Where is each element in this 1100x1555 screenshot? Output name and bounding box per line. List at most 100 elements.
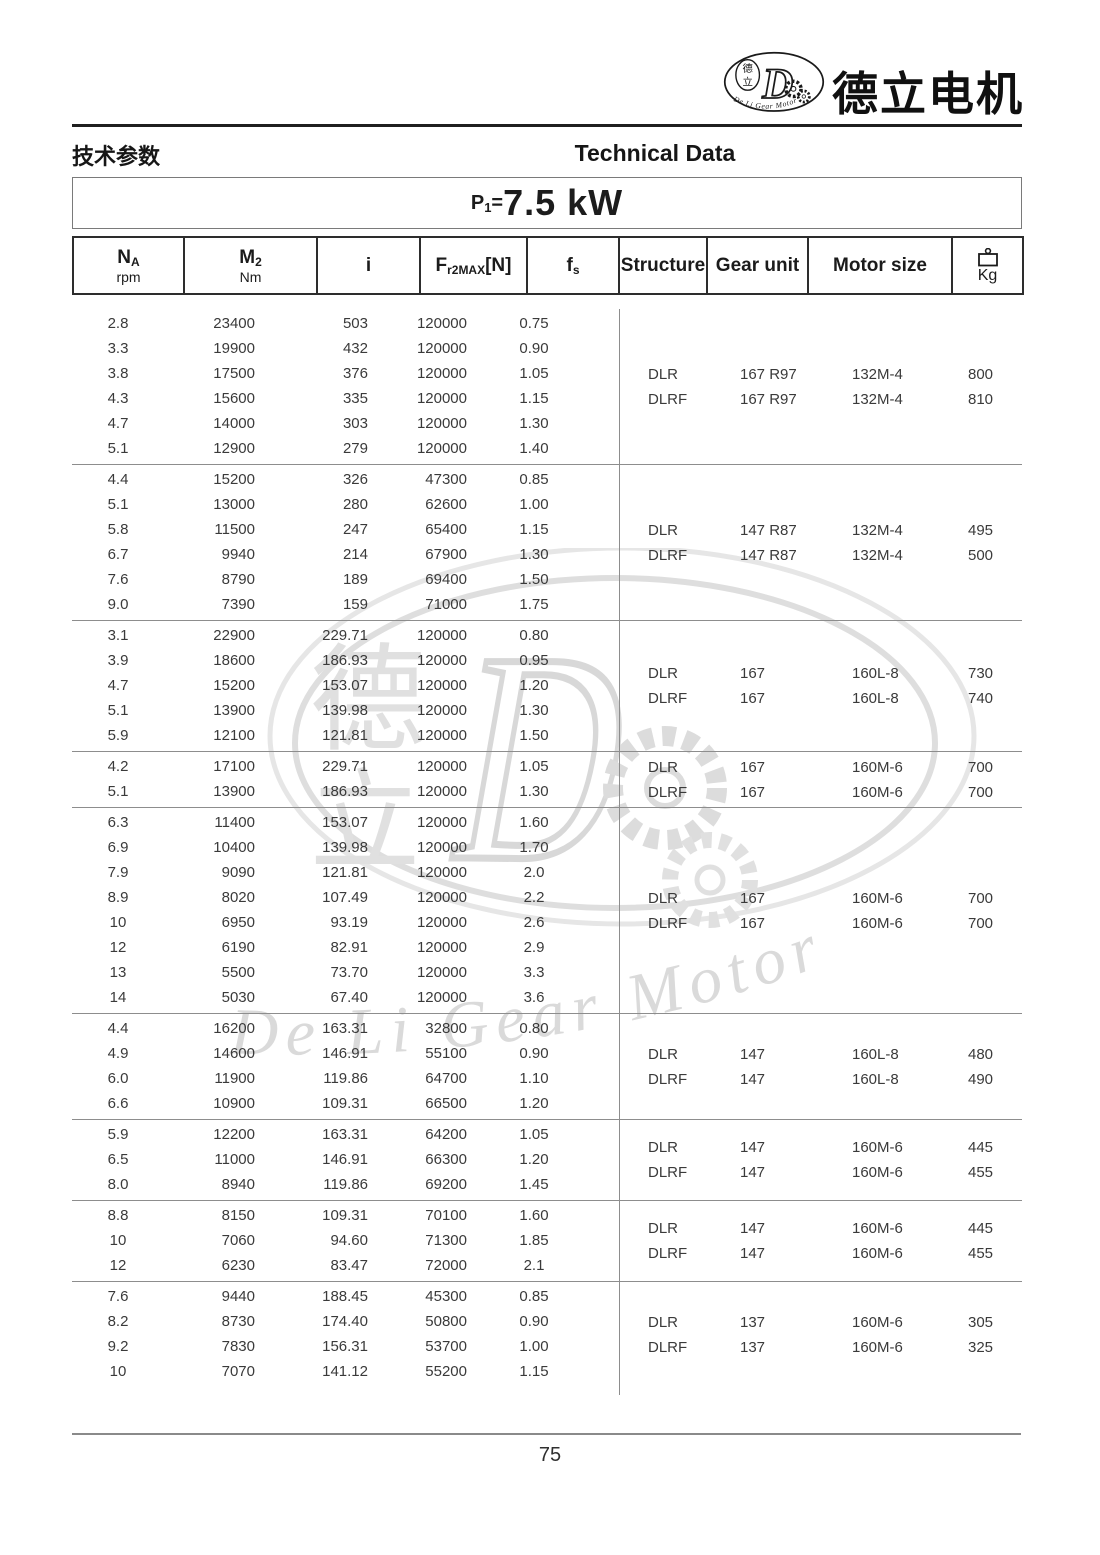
group-info: DLR 147 160M-6 445 DLRF 147 160M-6 455 bbox=[648, 1135, 1022, 1185]
cell-fr2max: 71000 bbox=[425, 596, 467, 613]
cell-motor-size: 160L-8 bbox=[852, 690, 899, 707]
info-row: DLR 147 160M-6 445 bbox=[648, 1135, 1022, 1160]
cell-gear-unit: 147 bbox=[740, 1220, 766, 1237]
cell-gear-unit: 167 bbox=[740, 889, 766, 907]
table-row: 3.9 18600 186.93 120000 0.95 bbox=[72, 648, 1022, 673]
info-row: DLR 147 160M-6 445 bbox=[648, 1216, 1022, 1241]
info-row: DLR 137 160M-6 305 bbox=[648, 1310, 1022, 1335]
table-groups: 2.8 23400 503 120000 0.75 3.3 19900 432 120000 0.… bbox=[72, 309, 1022, 1387]
cell-fs: 1.60 bbox=[519, 814, 549, 831]
cell-fr2max: 72000 bbox=[425, 1257, 467, 1274]
cell-m2: 6950 bbox=[221, 914, 255, 931]
cell-m2: 15200 bbox=[213, 677, 255, 694]
cell-fr2max: 120000 bbox=[416, 702, 467, 719]
cell-gear-unit: 167 bbox=[740, 690, 766, 707]
header-rule bbox=[72, 124, 1022, 127]
cell-i: 119.86 bbox=[323, 1176, 368, 1193]
cell-fs: 1.70 bbox=[519, 839, 549, 856]
cell-na: 8.0 bbox=[107, 1176, 129, 1193]
cell-motor-size: 160M-6 bbox=[852, 914, 903, 932]
cell-fs: 1.05 bbox=[519, 758, 549, 775]
table-row: 5.9 12100 121.81 120000 1.50 bbox=[72, 723, 1022, 748]
cell-m2: 17100 bbox=[213, 758, 255, 775]
table-row: 10 7060 94.60 71300 1.85 bbox=[72, 1228, 1022, 1253]
col-header-m2: M2 Nm bbox=[183, 236, 318, 295]
cell-i: 109.31 bbox=[322, 1207, 368, 1224]
cell-fs: 1.50 bbox=[519, 727, 549, 744]
info-row: DLR 147 160L-8 480 bbox=[648, 1042, 1022, 1067]
cell-na: 8.2 bbox=[107, 1313, 129, 1330]
cell-motor-size: 132M-4 bbox=[852, 521, 903, 539]
cell-kg: 455 bbox=[968, 1164, 994, 1181]
table-row: 12 6190 82.91 120000 2.9 bbox=[72, 935, 1022, 960]
col-header-structure: Structure bbox=[618, 236, 708, 295]
cell-na: 3.3 bbox=[107, 340, 129, 357]
cell-motor-size: 160M-6 bbox=[852, 1164, 903, 1181]
cell-i: 279 bbox=[342, 440, 368, 457]
cell-fr2max: 120000 bbox=[416, 939, 467, 956]
info-row: DLR 167 160L-8 730 bbox=[648, 661, 1022, 686]
cell-i: 280 bbox=[342, 496, 368, 513]
cell-fr2max: 120000 bbox=[416, 365, 467, 382]
table-row: 6.7 9940 214 67900 1.30 bbox=[72, 542, 1022, 567]
cell-fs: 2.6 bbox=[523, 914, 545, 931]
cell-m2: 12200 bbox=[213, 1126, 255, 1143]
cell-m2: 13900 bbox=[213, 783, 255, 800]
cell-na: 14 bbox=[109, 989, 127, 1006]
cell-motor-size: 160L-8 bbox=[852, 1070, 899, 1088]
table-row: 5.1 12900 279 120000 1.40 bbox=[72, 436, 1022, 461]
cell-structure: DLRF bbox=[648, 1338, 688, 1356]
cell-i: 153.07 bbox=[322, 814, 368, 831]
cell-gear-unit: 147 bbox=[740, 1070, 766, 1088]
cell-fr2max: 55100 bbox=[425, 1045, 467, 1062]
cell-motor-size: 160M-6 bbox=[852, 1139, 903, 1156]
cell-na: 10 bbox=[109, 1232, 127, 1249]
info-row: DLRF 147 160M-6 455 bbox=[648, 1160, 1022, 1185]
cell-fs: 1.15 bbox=[519, 390, 549, 407]
cell-fs: 1.00 bbox=[519, 1338, 549, 1355]
cell-i: 335 bbox=[342, 390, 368, 407]
cell-fs: 1.15 bbox=[519, 521, 549, 538]
cell-i: 214 bbox=[342, 546, 368, 563]
cell-na: 6.5 bbox=[107, 1151, 129, 1168]
cell-i: 188.45 bbox=[322, 1288, 368, 1305]
table-row: 7.6 8790 189 69400 1.50 bbox=[72, 567, 1022, 592]
cell-m2: 11400 bbox=[214, 814, 255, 831]
cell-m2: 5030 bbox=[221, 989, 255, 1006]
cell-fs: 2.2 bbox=[523, 889, 545, 906]
cell-fr2max: 66500 bbox=[425, 1095, 467, 1112]
cell-na: 5.8 bbox=[107, 521, 129, 538]
cell-kg: 700 bbox=[968, 783, 994, 801]
cell-fr2max: 120000 bbox=[416, 864, 467, 881]
cell-i: 159 bbox=[342, 596, 368, 613]
cell-fs: 1.10 bbox=[519, 1070, 549, 1087]
cell-gear-unit: 167 bbox=[740, 758, 766, 776]
cell-fr2max: 120000 bbox=[416, 914, 467, 931]
cell-kg: 495 bbox=[968, 521, 994, 539]
cell-structure: DLR bbox=[648, 758, 679, 776]
cell-i: 139.98 bbox=[322, 702, 368, 719]
cell-fs: 0.85 bbox=[519, 471, 549, 488]
cell-fr2max: 55200 bbox=[425, 1363, 467, 1380]
cell-i: 107.49 bbox=[322, 889, 368, 906]
cell-motor-size: 160L-8 bbox=[852, 1045, 899, 1063]
table-row: 14 5030 67.40 120000 3.6 bbox=[72, 985, 1022, 1010]
cell-fs: 0.90 bbox=[519, 1313, 549, 1330]
cell-fs: 2.0 bbox=[523, 864, 545, 881]
cell-gear-unit: 147 R87 bbox=[740, 521, 797, 539]
cell-m2: 17500 bbox=[213, 365, 255, 382]
table-row: 9.0 7390 159 71000 1.75 bbox=[72, 592, 1022, 617]
cell-motor-size: 160M-6 bbox=[852, 1338, 903, 1356]
cell-fr2max: 64700 bbox=[425, 1070, 467, 1087]
cell-i: 174.40 bbox=[322, 1313, 368, 1330]
cell-fs: 1.75 bbox=[519, 596, 549, 613]
info-row: DLRF 167 160M-6 700 bbox=[648, 780, 1022, 805]
table-row: 6.6 10900 109.31 66500 1.20 bbox=[72, 1091, 1022, 1116]
cell-na: 4.2 bbox=[107, 758, 129, 775]
table-row: 6.3 11400 153.07 120000 1.60 bbox=[72, 810, 1022, 835]
cell-fr2max: 45300 bbox=[425, 1288, 467, 1305]
table-row: 8.8 8150 109.31 70100 1.60 bbox=[72, 1203, 1022, 1228]
cell-m2: 8730 bbox=[221, 1313, 255, 1330]
cell-na: 7.6 bbox=[107, 1288, 129, 1305]
